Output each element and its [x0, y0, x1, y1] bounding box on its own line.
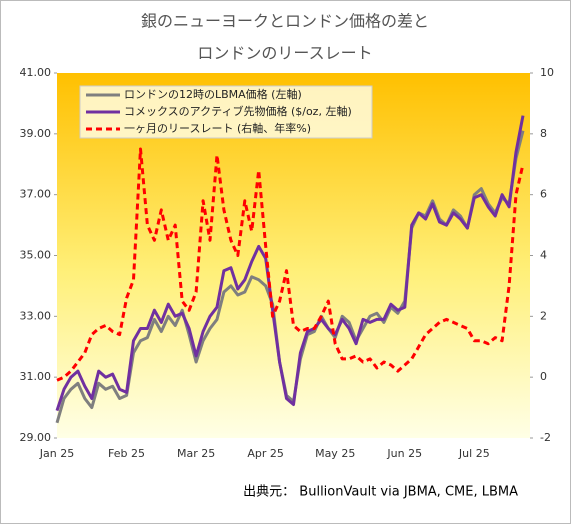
chart-title: ロンドンのリースレート: [197, 44, 372, 63]
legend: [79, 85, 373, 139]
x-tick-label: May 25: [315, 447, 355, 460]
y-tick-label: 39.00: [20, 127, 52, 140]
y-tick-label: 35.00: [20, 249, 52, 262]
x-tick-label: Jan 25: [39, 447, 74, 460]
x-tick-label: Mar 25: [177, 447, 215, 460]
chart-title: 銀のニューヨークとロンドン価格の差と: [141, 12, 429, 31]
y2-tick-label: 8: [540, 127, 547, 140]
series-line: [56, 147, 525, 382]
y2-tick-label: 6: [540, 188, 547, 201]
y2-tick-label: -2: [540, 431, 551, 444]
legend-label: ロンドンの12時のLBMA価格 (左軸): [124, 87, 302, 101]
legend-label: コメックスのアクティブ先物価格 ($/oz, 左軸): [124, 104, 352, 118]
x-tick-label: Jun 25: [386, 447, 422, 460]
y-tick-label: 29.00: [20, 431, 52, 444]
y2-tick-label: 2: [540, 309, 547, 322]
x-tick-label: Apr 25: [247, 447, 284, 460]
y-tick-label: 33.00: [20, 309, 52, 322]
legend-label: 一ヶ月のリースレート (右軸、年率%): [124, 121, 311, 135]
source: 出典元： BullionVault via JBMA, CME, LBMA: [243, 485, 518, 500]
y2-tick-label: 0: [540, 370, 547, 383]
y-tick-label: 37.00: [20, 188, 52, 201]
series-line: [55, 115, 525, 412]
x-tick-label: Jul 25: [458, 447, 490, 460]
y2-tick-label: 4: [540, 249, 547, 262]
y-tick-label: 41.00: [20, 66, 52, 79]
y-tick-label: 31.00: [20, 370, 52, 383]
x-tick-label: Feb 25: [108, 447, 145, 460]
y2-tick-label: 10: [540, 66, 554, 79]
